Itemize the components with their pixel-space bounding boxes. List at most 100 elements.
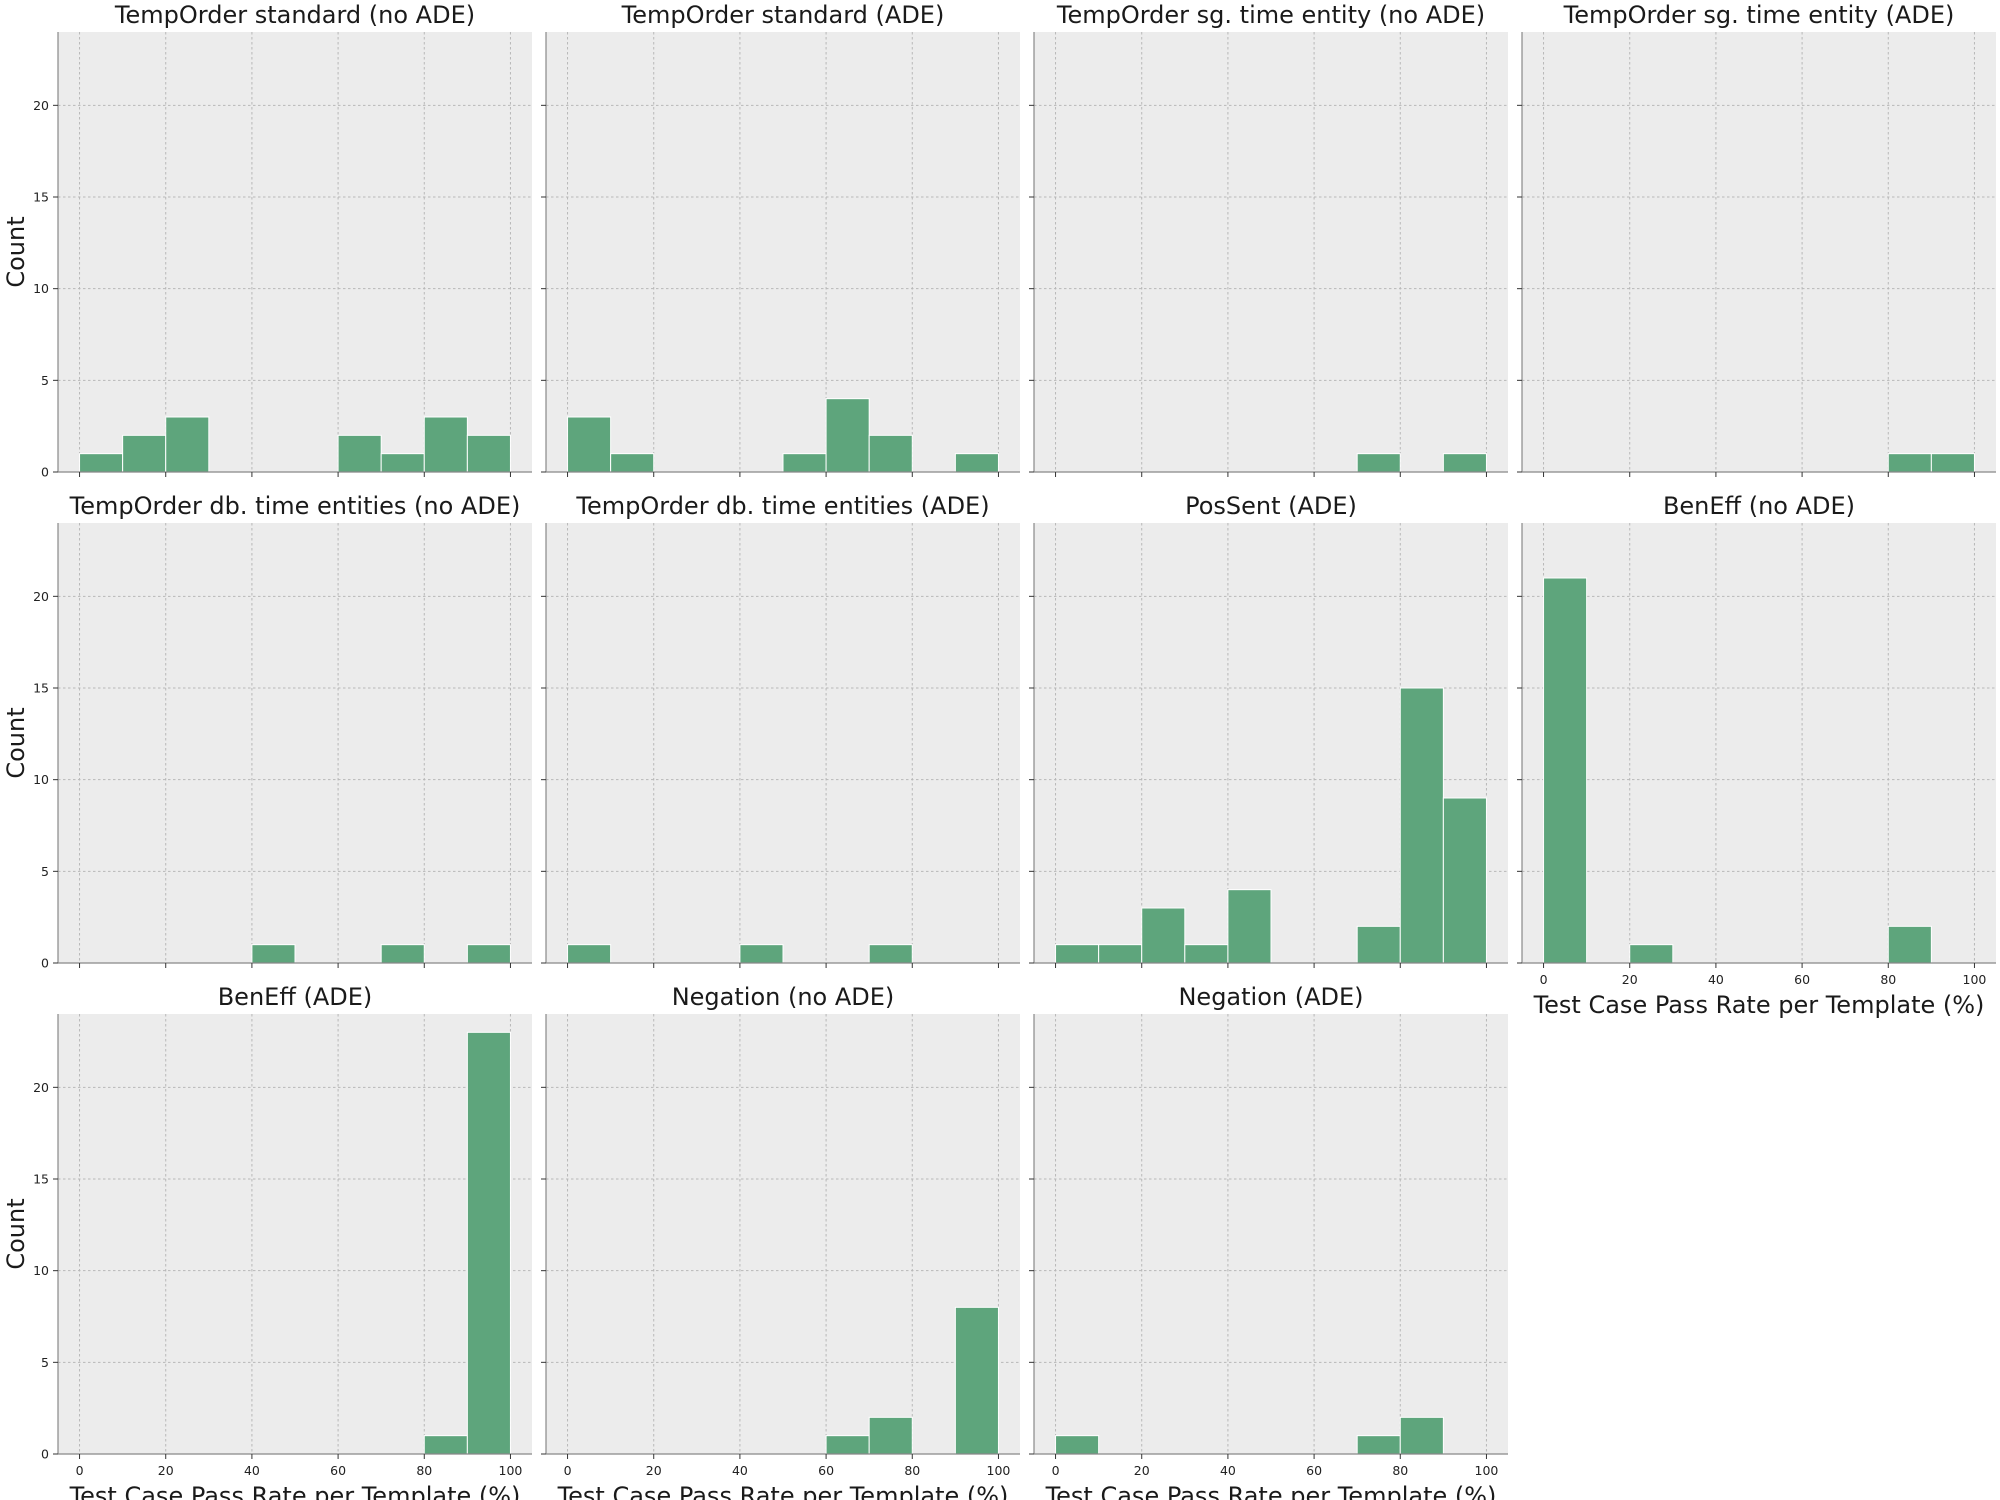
x-tick-label: 0: [1540, 972, 1548, 987]
y-tick-label: 15: [33, 681, 49, 696]
histogram-bar: [1227, 889, 1272, 964]
x-tick-label: 0: [1052, 1463, 1060, 1478]
panel-title: BenEff (ADE): [218, 983, 373, 1011]
x-axis-label: Test Case Pass Rate per Template (%): [1533, 991, 1985, 1019]
histogram-panel: PosSent (ADE): [1029, 492, 1508, 968]
histogram-bar: [1356, 925, 1401, 964]
histogram-bar: [165, 416, 210, 473]
panel-background: [1034, 32, 1508, 472]
histogram-bar: [954, 1306, 999, 1455]
y-axis-label: Count: [2, 1198, 30, 1269]
y-tick-label: 5: [41, 373, 49, 388]
histogram-bar: [1442, 453, 1487, 473]
histogram-panel: 0 20 40 60 80 100 Negation (ADE) Test Case Pass…: [1029, 983, 1508, 1500]
x-tick-label: 40: [244, 1463, 260, 1478]
panel-background: [58, 1014, 532, 1454]
panel-title: Negation (ADE): [1178, 983, 1363, 1011]
histogram-bar: [868, 1416, 913, 1455]
x-tick-label: 100: [987, 1463, 1011, 1478]
histogram-bar: [1629, 944, 1674, 964]
x-tick-label: 80: [1880, 972, 1896, 987]
histogram-bar: [1184, 944, 1229, 964]
histogram-panel: TempOrder sg. time entity (ADE): [1517, 1, 1996, 477]
y-tick-label: 5: [41, 864, 49, 879]
x-tick-label: 100: [1475, 1463, 1499, 1478]
y-tick-label: 0: [41, 956, 49, 971]
histogram-bar: [1887, 453, 1932, 473]
x-tick-label: 40: [1708, 972, 1724, 987]
histogram-bar: [1356, 453, 1401, 473]
panel-title: TempOrder standard (ADE): [621, 1, 945, 29]
x-tick-label: 20: [646, 1463, 662, 1478]
x-axis-label: Test Case Pass Rate per Template (%): [1045, 1482, 1497, 1500]
x-tick-label: 40: [1220, 1463, 1236, 1478]
histogram-bar: [1141, 907, 1186, 964]
y-tick-label: 15: [33, 190, 49, 205]
y-tick-label: 5: [41, 1355, 49, 1370]
y-tick-label: 10: [33, 772, 49, 787]
y-axis-label: Count: [2, 216, 30, 287]
histogram-bar: [868, 434, 913, 473]
panel-title: TempOrder sg. time entity (ADE): [1563, 1, 1955, 29]
panel-background: [1522, 32, 1996, 472]
panel-title: Negation (no ADE): [672, 983, 895, 1011]
histogram-bar: [1442, 797, 1487, 964]
histogram-bar: [1887, 925, 1932, 964]
panel-background: [1522, 523, 1996, 963]
histogram-bar: [79, 453, 124, 473]
panel-background: [58, 523, 532, 963]
x-tick-label: 0: [564, 1463, 572, 1478]
histogram-bar: [825, 398, 870, 473]
histogram-panel: TempOrder db. time entities (ADE): [541, 492, 1020, 968]
y-tick-label: 10: [33, 1263, 49, 1278]
histogram-panel: TempOrder standard (ADE): [541, 1, 1020, 477]
histogram-bar: [782, 453, 827, 473]
x-tick-label: 60: [1306, 1463, 1322, 1478]
panel-title: TempOrder db. time entities (no ADE): [69, 492, 521, 520]
histogram-bar: [868, 944, 913, 964]
histogram-bar: [1399, 1416, 1444, 1455]
x-axis-label: Test Case Pass Rate per Template (%): [557, 1482, 1009, 1500]
y-tick-label: 20: [33, 98, 49, 113]
histogram-bar: [567, 416, 612, 473]
histogram-panel: 0 20 40 60 80 100 0 5 10 15 20 BenEff (ADE) Test Cas…: [2, 983, 532, 1500]
histogram-bar: [1055, 1435, 1100, 1455]
histogram-bar: [567, 944, 612, 964]
histogram-bar: [466, 1031, 511, 1455]
panel-title: TempOrder db. time entities (ADE): [575, 492, 989, 520]
panel-title: BenEff (no ADE): [1663, 492, 1855, 520]
histogram-bar: [1356, 1435, 1401, 1455]
histogram-bar: [1930, 453, 1975, 473]
panel-background: [546, 1014, 1020, 1454]
y-tick-label: 0: [41, 465, 49, 480]
histogram-bar: [466, 944, 511, 964]
histogram-bar: [423, 1435, 468, 1455]
histogram-panel: TempOrder sg. time entity (no ADE): [1029, 1, 1508, 477]
histogram-bar: [1055, 944, 1100, 964]
panel-background: [58, 32, 532, 472]
x-tick-label: 80: [416, 1463, 432, 1478]
x-tick-label: 20: [158, 1463, 174, 1478]
panel-title: TempOrder standard (no ADE): [114, 1, 475, 29]
y-axis-label: Count: [2, 707, 30, 778]
histogram-bar: [1098, 944, 1143, 964]
y-tick-label: 15: [33, 1172, 49, 1187]
x-tick-label: 80: [1392, 1463, 1408, 1478]
x-tick-label: 60: [1794, 972, 1810, 987]
x-tick-label: 80: [904, 1463, 920, 1478]
histogram-bar: [466, 434, 511, 473]
panel-background: [546, 523, 1020, 963]
histogram-bar: [610, 453, 655, 473]
x-tick-label: 60: [330, 1463, 346, 1478]
x-tick-label: 20: [1622, 972, 1638, 987]
y-tick-label: 20: [33, 1080, 49, 1095]
x-tick-label: 40: [732, 1463, 748, 1478]
x-tick-label: 100: [499, 1463, 523, 1478]
histogram-panel: 0 5 10 15 20 TempOrder db. time entities (no …: [2, 492, 532, 971]
x-tick-label: 0: [76, 1463, 84, 1478]
x-tick-label: 60: [818, 1463, 834, 1478]
y-tick-label: 20: [33, 589, 49, 604]
panel-title: TempOrder sg. time entity (no ADE): [1056, 1, 1485, 29]
histogram-panel: 0 20 40 60 80 100 BenEff (no ADE) Test Case Pas…: [1517, 492, 1996, 1019]
